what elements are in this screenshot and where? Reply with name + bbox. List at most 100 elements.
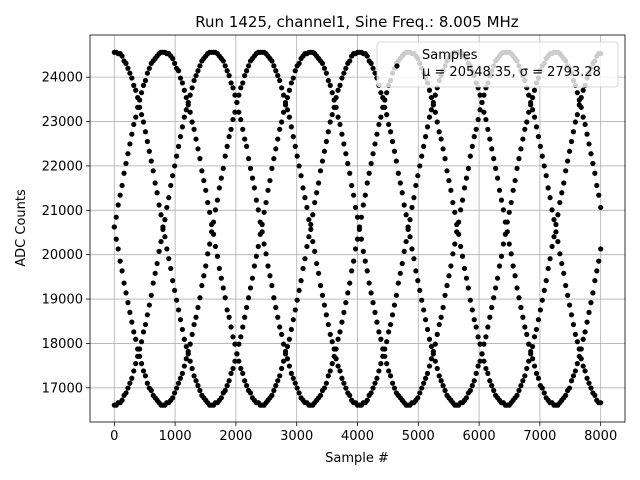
data-point [294,153,300,159]
data-point [386,121,392,128]
data-point [187,109,193,115]
data-point [432,109,438,115]
data-point [125,65,131,71]
data-point [337,121,343,128]
data-point [312,248,318,254]
data-point [183,343,189,350]
data-point [244,383,250,389]
data-point [300,185,306,191]
data-point [279,365,285,372]
data-point [148,292,154,298]
data-point [440,383,446,389]
data-point [481,92,487,98]
data-point [378,90,384,96]
data-point [325,77,331,84]
data-point [397,180,403,186]
data-point [142,373,149,379]
data-point [360,202,366,208]
data-point [310,238,316,245]
data-point [315,270,322,276]
data-point [598,246,604,252]
data-point [119,182,125,189]
data-point [473,324,479,330]
x-tick-label: 3000 [280,429,313,444]
data-point [339,319,345,325]
data-point [395,170,401,176]
data-point [498,253,505,259]
data-point [115,202,121,208]
data-point [140,329,147,335]
data-point [372,70,378,76]
data-point [263,199,269,206]
data-point [424,370,431,376]
data-point [370,385,376,391]
data-point [154,260,160,267]
data-point [516,387,522,394]
data-point [337,329,343,335]
data-point [531,363,538,369]
legend-label: Samples [422,48,478,63]
data-point [302,256,308,262]
data-points [111,49,604,408]
data-point [191,321,197,328]
data-point [121,170,127,176]
data-point [522,126,528,132]
data-point [177,134,184,140]
data-point [323,312,329,318]
data-point [553,221,559,228]
data-point [475,116,481,123]
x-tick-label: 6000 [463,429,496,444]
data-point [387,129,394,135]
data-point [187,358,193,364]
data-point [384,90,390,96]
data-point [170,278,176,284]
data-point [430,348,436,355]
data-point [111,224,117,230]
data-point [549,243,555,250]
x-tick-label: 5000 [402,429,435,444]
data-point [520,136,526,142]
data-point [362,258,368,264]
data-point [228,126,234,132]
data-point [277,373,283,379]
data-point [218,275,224,281]
data-point [220,58,226,64]
data-point [244,143,250,149]
data-point [537,307,543,313]
data-point [576,102,582,108]
data-point [343,300,349,306]
data-point [401,202,407,208]
data-point [166,195,172,201]
data-point [487,378,493,384]
data-point [181,87,187,93]
data-point [170,173,176,179]
data-point [138,90,145,96]
data-point [493,285,499,291]
data-point [292,143,298,149]
data-point [335,363,341,369]
data-point [417,390,423,396]
data-point [566,148,573,154]
data-point [584,131,590,137]
data-point [459,197,466,203]
data-point [329,361,335,367]
data-point [510,263,516,269]
data-point [422,375,429,381]
data-point [199,282,205,289]
data-point [321,65,328,71]
data-point [428,107,435,113]
data-point [146,148,152,154]
data-point [526,341,532,347]
data-point [572,331,578,337]
data-point [265,263,271,269]
data-point [335,87,341,93]
data-point [512,177,518,184]
data-point [327,331,333,337]
data-point [438,378,444,384]
data-point [574,361,580,367]
data-point [524,365,530,372]
data-point [222,295,228,301]
data-point [290,134,296,140]
data-point [146,65,152,71]
data-point [138,361,145,367]
